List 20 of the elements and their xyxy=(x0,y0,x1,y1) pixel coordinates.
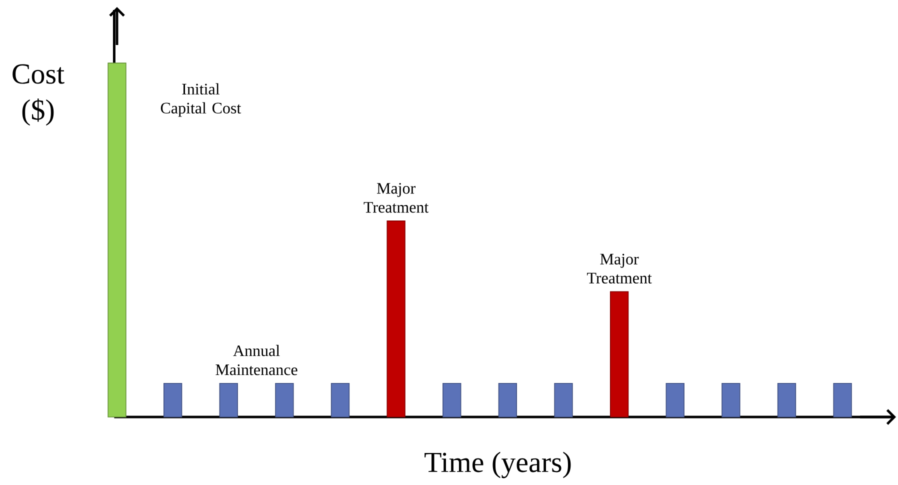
bar xyxy=(722,382,740,418)
bar xyxy=(219,382,238,418)
bar xyxy=(108,62,126,418)
bar xyxy=(386,220,406,418)
annotation: Initial Capital Cost xyxy=(160,83,242,117)
bar xyxy=(833,382,852,418)
bar xyxy=(163,382,182,418)
bar xyxy=(554,382,573,418)
bar xyxy=(777,382,796,418)
bar xyxy=(330,382,350,418)
bar xyxy=(442,382,462,418)
annotation: Major Treatment xyxy=(587,254,652,284)
y-axis-title: Cost ($) xyxy=(12,64,64,126)
x-axis-title: Time (years) xyxy=(424,452,571,478)
bar xyxy=(666,382,684,418)
bar xyxy=(610,291,629,418)
annotation: Major Treatment xyxy=(364,182,429,213)
annotation: Annual Maintenance xyxy=(216,344,298,376)
bar xyxy=(498,382,518,418)
bar xyxy=(275,382,294,418)
